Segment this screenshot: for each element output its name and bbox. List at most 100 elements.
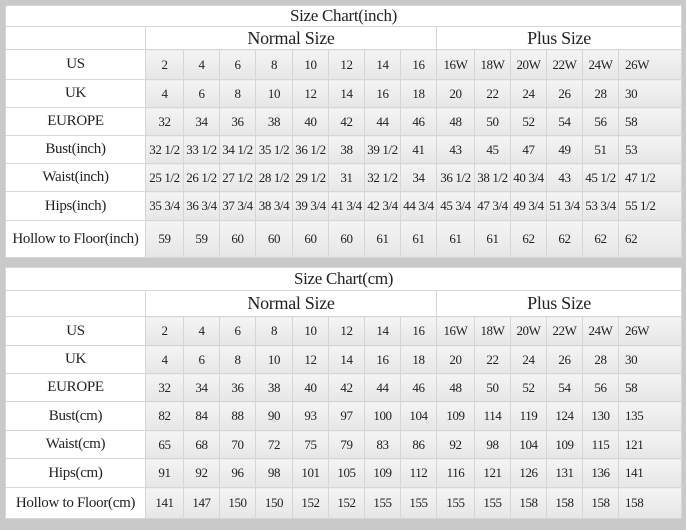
size-value-cell: 158 xyxy=(582,487,619,519)
size-value-cell: 44 xyxy=(364,107,401,136)
table-row: Hips(inch) 35 3/4 36 3/4 37 3/4 38 3/4 39 3/4… xyxy=(5,191,683,221)
size-value-cell: 16W xyxy=(436,316,475,346)
size-value-cell: 28 1/2 xyxy=(255,163,293,192)
chart-title: Size Chart(cm) xyxy=(4,267,683,291)
row-label: EUROPE xyxy=(5,373,146,402)
size-value-cell: 10 xyxy=(255,345,293,374)
size-value-cell: 34 xyxy=(183,107,220,136)
size-value-cell: 59 xyxy=(145,220,184,258)
size-value-cell: 124 xyxy=(546,401,583,431)
size-value-cell: 34 1/2 xyxy=(219,135,256,164)
chart-title: Size Chart(inch) xyxy=(4,5,683,27)
size-value-cell: 141 xyxy=(617,458,683,488)
size-value-cell: 141 xyxy=(145,487,184,519)
size-value-cell: 112 xyxy=(400,458,437,488)
size-value-cell: 36 xyxy=(219,373,256,402)
size-value-cell: 53 xyxy=(617,135,683,164)
size-value-cell: 60 xyxy=(292,220,329,258)
size-value-cell: 43 xyxy=(436,135,475,164)
size-value-cell: 62 xyxy=(617,220,683,258)
size-value-cell: 52 xyxy=(510,107,547,136)
size-value-cell: 26W xyxy=(617,316,683,346)
size-value-cell: 4 xyxy=(145,79,184,108)
size-value-cell: 42 3/4 xyxy=(364,191,401,221)
size-value-cell: 93 xyxy=(292,401,329,431)
size-value-cell: 34 xyxy=(183,373,220,402)
size-value-cell: 115 xyxy=(582,430,619,459)
size-value-cell: 16 xyxy=(364,79,401,108)
size-value-cell: 79 xyxy=(328,430,365,459)
size-value-cell: 22 xyxy=(474,345,511,374)
size-value-cell: 37 3/4 xyxy=(219,191,256,221)
size-value-cell: 14 xyxy=(364,49,401,80)
size-value-cell: 12 xyxy=(328,316,365,346)
size-value-cell: 2 xyxy=(145,49,184,80)
size-value-cell: 131 xyxy=(546,458,583,488)
row-label: Hips(cm) xyxy=(5,458,146,488)
size-value-cell: 62 xyxy=(546,220,583,258)
size-value-cell: 109 xyxy=(546,430,583,459)
size-value-cell: 22W xyxy=(546,49,583,80)
size-value-cell: 54 xyxy=(546,107,583,136)
table-row: Bust(inch) 32 1/2 33 1/2 34 1/2 35 1/2 36 1/2… xyxy=(5,135,683,164)
size-value-cell: 82 xyxy=(145,401,184,431)
table-row: Hollow to Floor(inch) 59 59 60 60 60 60 61 61 61 6… xyxy=(5,220,683,258)
section-header-row: Normal Size Plus Size xyxy=(5,290,683,317)
size-value-cell: 24W xyxy=(582,49,619,80)
size-value-cell: 29 1/2 xyxy=(292,163,329,192)
size-value-cell: 41 3/4 xyxy=(328,191,365,221)
size-value-cell: 116 xyxy=(436,458,475,488)
table-row: UK 4 6 8 10 12 14 16 18 20 22 24 26 28 30 xyxy=(5,345,683,374)
size-value-cell: 96 xyxy=(219,458,256,488)
size-value-cell: 119 xyxy=(510,401,547,431)
size-value-cell: 100 xyxy=(364,401,401,431)
size-value-cell: 104 xyxy=(510,430,547,459)
size-value-cell: 44 3/4 xyxy=(400,191,437,221)
size-value-cell: 46 xyxy=(400,373,437,402)
size-value-cell: 47 xyxy=(510,135,547,164)
size-value-cell: 16 xyxy=(400,316,437,346)
size-value-cell: 50 xyxy=(474,107,511,136)
normal-size-header: Normal Size xyxy=(145,26,437,50)
size-value-cell: 14 xyxy=(328,345,365,374)
size-value-cell: 36 xyxy=(219,107,256,136)
row-label: Hollow to Floor(inch) xyxy=(5,220,146,258)
size-value-cell: 47 3/4 xyxy=(474,191,511,221)
row-label: Bust(cm) xyxy=(5,401,146,431)
size-value-cell: 20W xyxy=(510,316,547,346)
size-value-cell: 61 xyxy=(436,220,475,258)
size-value-cell: 126 xyxy=(510,458,547,488)
size-value-cell: 61 xyxy=(400,220,437,258)
size-value-cell: 105 xyxy=(328,458,365,488)
size-value-cell: 38 1/2 xyxy=(474,163,511,192)
size-value-cell: 92 xyxy=(183,458,220,488)
size-value-cell: 155 xyxy=(400,487,437,519)
size-value-cell: 24W xyxy=(582,316,619,346)
row-label: Hips(inch) xyxy=(5,191,146,221)
size-value-cell: 12 xyxy=(292,79,329,108)
size-value-cell: 83 xyxy=(364,430,401,459)
blank-cell xyxy=(5,290,146,317)
size-value-cell: 75 xyxy=(292,430,329,459)
size-value-cell: 32 1/2 xyxy=(364,163,401,192)
size-value-cell: 86 xyxy=(400,430,437,459)
size-value-cell: 28 xyxy=(582,345,619,374)
size-value-cell: 8 xyxy=(255,316,293,346)
size-value-cell: 16 xyxy=(400,49,437,80)
size-value-cell: 28 xyxy=(582,79,619,108)
size-value-cell: 36 3/4 xyxy=(183,191,220,221)
size-value-cell: 34 xyxy=(400,163,437,192)
size-value-cell: 40 3/4 xyxy=(510,163,547,192)
size-value-cell: 26 xyxy=(546,79,583,108)
table-row: US 2 4 6 8 10 12 14 16 16W 18W 20W 22W 24W 26W xyxy=(5,49,683,80)
size-table: Size Chart(cm) Normal Size Plus Size US 2 4 6 8… xyxy=(4,267,683,519)
size-value-cell: 2 xyxy=(145,316,184,346)
blank-cell xyxy=(5,26,146,50)
size-value-cell: 40 xyxy=(292,373,329,402)
size-value-cell: 36 1/2 xyxy=(436,163,475,192)
row-label: UK xyxy=(5,79,146,108)
size-value-cell: 39 1/2 xyxy=(364,135,401,164)
size-value-cell: 33 1/2 xyxy=(183,135,220,164)
size-value-cell: 70 xyxy=(219,430,256,459)
size-value-cell: 6 xyxy=(183,79,220,108)
